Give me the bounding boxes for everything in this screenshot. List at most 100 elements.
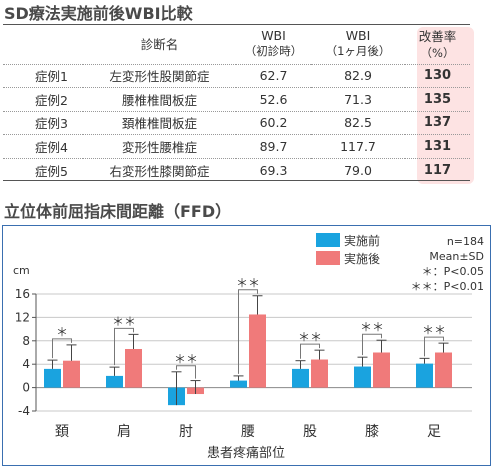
y-tick-label: 16 <box>15 287 30 301</box>
header-case <box>3 24 83 64</box>
significance-mark: ＊＊ <box>360 320 384 334</box>
legend-label-after: 実施後 <box>344 251 380 266</box>
category-label: 頚 <box>55 424 69 440</box>
header-improvement: 改善率 （%） <box>405 24 470 64</box>
annotation-p05: ＊：P<0.05 <box>422 265 484 278</box>
category-label: 股 <box>303 424 317 440</box>
category-label: 膝 <box>365 424 379 440</box>
table-bottom-rule <box>3 180 470 181</box>
significance-bracket <box>114 327 134 366</box>
case-cell: 症例2 <box>35 92 68 108</box>
legend-swatch-before <box>316 233 340 247</box>
wbi-table: 診断名 WBI （初診時） WBI （1ヶ月後） 改善率 （%） 症例1 左変形… <box>3 24 470 182</box>
header-wbi-first: WBI （初診時） <box>236 24 311 64</box>
table-row: 症例4 変形性腰椎症 89.7 117.7 131 <box>3 134 470 159</box>
improvement-cell: 117 <box>423 162 452 178</box>
improvement-cell: 131 <box>423 138 452 154</box>
bar-before <box>416 363 433 388</box>
header-wbi-month-sub: （1ヶ月後） <box>325 44 391 59</box>
category-label: 肘 <box>179 424 193 440</box>
x-axis: 頚肩肘腰股膝足 <box>55 424 441 440</box>
bar-before <box>354 366 371 388</box>
chart-significance: ＊＊＊＊＊＊＊＊＊＊＊ ＊＊ <box>52 276 446 379</box>
significance-mark: ＊＊ <box>298 330 322 344</box>
header-improvement-sub: （%） <box>420 46 455 61</box>
legend-swatch-after <box>316 251 340 265</box>
table-top-rule <box>3 24 470 25</box>
annotation-n: n=184 <box>447 235 484 248</box>
wbi-first-cell: 60.2 <box>259 115 288 131</box>
case-cell: 症例5 <box>35 163 68 179</box>
wbi-first-cell: 62.7 <box>259 68 288 84</box>
legend-label-before: 実施前 <box>344 233 380 248</box>
improvement-cell: 137 <box>423 115 452 131</box>
improvement-cell: 135 <box>423 91 452 107</box>
bar-after <box>373 352 390 388</box>
diagnosis-cell: 頚椎椎間板症 <box>121 116 197 132</box>
significance-bracket <box>300 343 320 359</box>
wbi-month-cell: 117.7 <box>340 138 376 154</box>
significance-mark: ＊ <box>56 325 68 339</box>
diagnosis-cell: 右変形性膝関節症 <box>109 163 210 179</box>
bar-before <box>44 368 61 388</box>
y-axis: -4 0 4 8 12 16 <box>15 287 37 418</box>
table-title: SD療法実施前後WBI比較 <box>4 4 193 23</box>
category-label: 腰 <box>241 424 255 440</box>
wbi-first-cell: 69.3 <box>259 162 288 178</box>
significance-bracket <box>176 365 196 379</box>
chart-bars <box>44 295 452 406</box>
significance-mark: ＊＊ <box>236 276 260 290</box>
wbi-first-cell: 52.6 <box>259 91 288 107</box>
header-wbi-first-label: WBI <box>261 28 286 44</box>
chart-legend: 実施前 実施後 <box>316 233 380 266</box>
annotation-mean-sd: Mean±SD <box>429 250 484 263</box>
header-wbi-month-label: WBI <box>345 28 371 44</box>
bar-before <box>292 368 309 388</box>
y-tick-label: 8 <box>22 334 30 348</box>
ffd-chart-svg: -40481216 ＊＊＊＊＊＊＊＊＊＊＊ ＊＊ 頚肩肘腰股膝足 cm 患者疼痛部… <box>2 225 491 466</box>
chart-frame <box>2 225 491 466</box>
y-axis-label: cm <box>13 264 30 277</box>
significance-bracket <box>424 336 444 357</box>
diagnosis-cell: 変形性腰椎症 <box>121 139 197 155</box>
category-label: 足 <box>427 424 441 440</box>
table-header-row: 診断名 WBI （初診時） WBI （1ヶ月後） 改善率 （%） <box>3 24 470 64</box>
significance-mark: ＊＊ <box>112 314 136 328</box>
header-improvement-label: 改善率 <box>418 29 457 45</box>
chart-title: 立位体前屈指床間距離（FFD） <box>4 202 232 221</box>
case-cell: 症例4 <box>35 139 68 155</box>
table-row: 症例3 頚椎椎間板症 60.2 82.5 137 <box>3 111 470 135</box>
diagnosis-cell: 左変形性股関節症 <box>109 69 210 85</box>
header-wbi-first-sub: （初診時） <box>244 44 303 59</box>
ffd-chart: -4 0 4 8 12 16 ＊＊＊ ＊＊ ＊＊ ＊＊ ＊＊ ＊＊ 頚肩肘腰股膝足 cm 患者疼痛部… <box>2 225 491 466</box>
chart-annotations: n=184 Mean±SD ＊：P<0.05 ＊＊：P<0.01 <box>411 235 484 293</box>
improvement-highlight <box>417 27 474 184</box>
bar-after <box>249 314 266 388</box>
diagnosis-cell: 腰椎椎間板症 <box>121 92 197 108</box>
significance-mark: ＊＊ <box>422 323 446 337</box>
wbi-month-cell: 71.3 <box>344 91 372 107</box>
bar-before <box>230 380 247 388</box>
bar-after <box>125 348 142 388</box>
bar-after <box>311 359 328 388</box>
bar-after <box>435 352 452 388</box>
wbi-month-cell: 82.9 <box>344 68 372 84</box>
y-tick-label: -4 <box>18 404 30 418</box>
table-row: 症例1 左変形性股関節症 62.7 82.9 130 <box>3 64 470 88</box>
wbi-first-cell: 89.7 <box>259 138 288 154</box>
wbi-month-cell: 79.0 <box>344 162 372 178</box>
significance-bracket <box>238 289 258 374</box>
annotation-p01: ＊＊：P<0.01 <box>411 280 484 293</box>
significance-mark: ＊＊ <box>174 352 198 366</box>
header-diagnosis: 診断名 <box>140 37 179 53</box>
significance-bracket <box>52 338 72 359</box>
case-cell: 症例3 <box>35 116 68 132</box>
case-cell: 症例1 <box>35 69 68 85</box>
x-axis-label: 患者疼痛部位 <box>207 445 285 461</box>
bar-after <box>63 360 80 388</box>
category-label: 肩 <box>117 424 131 440</box>
bar-before <box>106 375 123 388</box>
header-wbi-month: WBI （1ヶ月後） <box>311 24 405 64</box>
y-tick-label: 4 <box>22 357 30 371</box>
table-row: 症例2 腰椎椎間板症 52.6 71.3 135 <box>3 87 470 112</box>
